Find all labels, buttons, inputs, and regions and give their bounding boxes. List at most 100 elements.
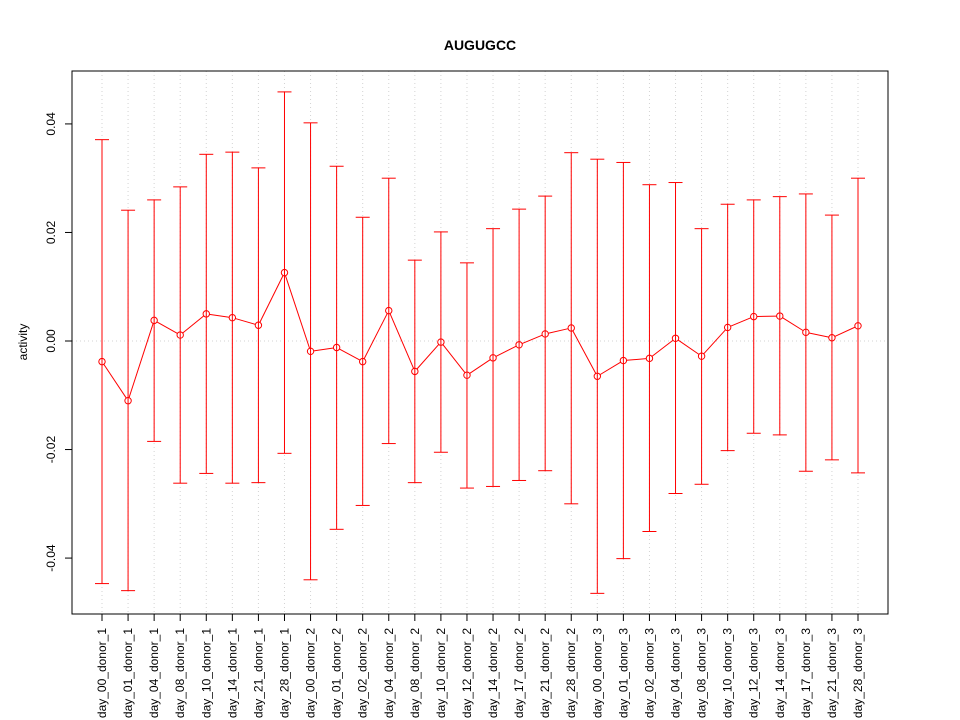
series-line-segment [651, 339, 674, 357]
data-point [124, 396, 132, 405]
series-line-segment [128, 323, 154, 398]
x-tick-label: day_17_donor_2 [512, 628, 526, 718]
series-line-segment [782, 317, 804, 332]
plot-frame [71, 70, 889, 615]
grid-lines [72, 71, 888, 614]
series-line-segment [548, 328, 569, 334]
series-line-segment [469, 359, 491, 374]
data-point [437, 338, 445, 346]
data-points [98, 268, 862, 405]
y-axis-label: activity [16, 324, 30, 361]
y-tick-label: 0.04 [44, 112, 58, 136]
series-line-segment [521, 334, 543, 345]
y-tick-label: 0.00 [44, 329, 58, 353]
series-line-segment [156, 321, 178, 334]
y-tick-label: -0.04 [44, 544, 58, 572]
x-tick-label: day_12_donor_2 [460, 628, 474, 718]
x-tick-label: day_02_donor_2 [356, 628, 370, 718]
x-tick-label: day_14_donor_2 [486, 628, 500, 718]
series-line-segment [703, 329, 726, 355]
data-point [98, 357, 106, 366]
data-point [619, 356, 628, 365]
x-tick-label: day_00_donor_2 [304, 628, 318, 718]
data-point [385, 306, 393, 315]
y-tick-label: 0.02 [44, 220, 58, 244]
data-point [150, 316, 158, 325]
data-point [802, 328, 810, 337]
series-line-segment [599, 361, 621, 376]
data-point [750, 312, 758, 321]
x-tick-label: day_01_donor_1 [121, 628, 135, 718]
data-point [254, 321, 263, 329]
x-tick-label: day_04_donor_1 [147, 628, 161, 718]
x-tick-label: day_21_donor_1 [251, 628, 265, 718]
series-line-segment [572, 330, 597, 374]
series-line-segment [389, 313, 415, 369]
series-line-segment [259, 275, 284, 323]
series-line-segment [495, 345, 517, 357]
data-point [723, 323, 732, 332]
x-tick-label: day_04_donor_3 [669, 628, 683, 718]
data-point [541, 330, 549, 338]
x-tick-label: day_00_donor_1 [95, 628, 109, 718]
data-point [854, 322, 862, 330]
x-tick-label: day_00_donor_3 [590, 628, 604, 718]
series-line-segment [285, 275, 311, 349]
data-point [463, 371, 471, 379]
data-point [332, 343, 341, 352]
x-tick-label: day_17_donor_3 [799, 628, 813, 718]
series-line-segment [677, 339, 700, 355]
series-line-segment [626, 358, 647, 361]
series-line-segment [363, 313, 388, 360]
data-point [411, 367, 419, 376]
y-tick-label: -0.02 [44, 436, 58, 464]
x-tick-label: day_08_donor_3 [695, 628, 709, 718]
series-line-segment [730, 317, 751, 327]
series-line-segment [182, 315, 205, 334]
x-axis: day_00_donor_1 day_01_donor_1 day_04_donor… [95, 613, 865, 718]
x-tick-label: day_28_donor_1 [277, 628, 291, 718]
data-point [515, 341, 523, 349]
series-line-segment [834, 326, 856, 337]
x-tick-label: day_08_donor_2 [408, 628, 422, 718]
data-point [828, 334, 836, 342]
data-point [489, 354, 497, 362]
x-tick-label: day_01_donor_3 [616, 628, 630, 718]
x-tick-label: day_08_donor_1 [173, 628, 187, 718]
series-line-segment [103, 364, 127, 399]
chart-title: AUGUGCC [444, 37, 516, 53]
series-line-segment [416, 344, 440, 370]
data-point [671, 334, 680, 342]
x-tick-label: day_14_donor_1 [225, 628, 239, 718]
data-point [697, 352, 706, 360]
x-tick-label: day_04_donor_2 [382, 628, 396, 718]
series-line-segment [808, 332, 829, 338]
series-line-segment [235, 318, 256, 325]
x-tick-label: day_28_donor_2 [564, 628, 578, 718]
x-tick-label: day_21_donor_3 [825, 628, 839, 718]
series-line-segment [339, 348, 361, 361]
data-point [202, 310, 210, 318]
y-axis: -0.04 -0.02 0.00 0.02 0.04 [44, 112, 72, 572]
series-line-segment [442, 344, 466, 373]
series-line-layer [103, 275, 856, 399]
data-point [567, 324, 575, 332]
x-tick-label: day_14_donor_3 [773, 628, 787, 718]
series-line-segment [209, 313, 230, 318]
data-point [358, 357, 367, 366]
series-line-segment [313, 347, 334, 352]
data-point [776, 312, 784, 320]
data-point [228, 313, 237, 322]
x-tick-label: day_28_donor_3 [851, 628, 865, 718]
x-tick-label: day_01_donor_2 [330, 628, 344, 718]
error-bars [95, 91, 865, 594]
data-point [645, 354, 654, 363]
data-point [306, 347, 315, 356]
data-point [280, 268, 289, 277]
x-tick-label: day_02_donor_3 [642, 628, 656, 718]
x-tick-label: day_12_donor_3 [747, 628, 761, 718]
x-tick-label: day_10_donor_1 [199, 628, 213, 718]
x-tick-label: day_10_donor_2 [434, 628, 448, 718]
data-point [176, 331, 184, 339]
